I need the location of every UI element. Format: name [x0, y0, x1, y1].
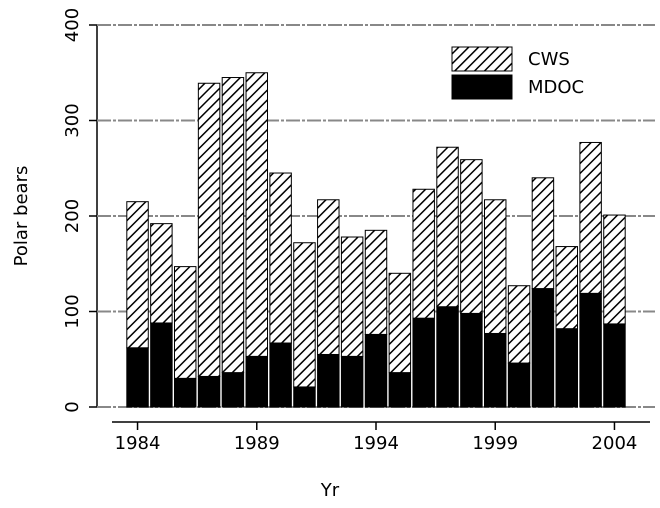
bar-segment [174, 377, 197, 408]
bar-segment [197, 82, 221, 377]
y-axis-label: Polar bears [11, 166, 32, 267]
bar-segment [340, 355, 364, 408]
bar-segment [293, 386, 316, 408]
bar-segment [555, 246, 578, 330]
bar-segment [412, 188, 435, 319]
bar-segment [293, 242, 316, 388]
bar-segment [412, 317, 435, 408]
bar-segment [197, 375, 221, 408]
y-tick-label: 400 [62, 8, 83, 42]
bar-segment [388, 272, 412, 374]
x-tick-label: 1989 [234, 433, 280, 454]
bar-segment [174, 266, 197, 379]
bar-segment [364, 229, 388, 335]
bar-segment [507, 285, 531, 364]
bar-segment [603, 323, 626, 408]
bar-segment [340, 236, 364, 357]
legend-swatch [451, 46, 513, 72]
y-tick-label: 300 [62, 103, 83, 137]
bar-segment [555, 328, 578, 408]
bar-segment [150, 223, 173, 324]
y-tick-label: 100 [62, 294, 83, 328]
bar-segment [269, 342, 292, 408]
bar-segment [126, 201, 149, 349]
bar-segment [317, 199, 340, 355]
bar-segment [388, 372, 412, 408]
bar-segment [245, 72, 269, 357]
x-tick-label: 2004 [592, 433, 638, 454]
bar-segment [531, 177, 555, 290]
bar-segment [221, 372, 245, 408]
y-tick-label: 200 [62, 199, 83, 233]
x-tick-label: 1984 [115, 433, 161, 454]
bar-segment [126, 347, 149, 408]
bar-segment [531, 288, 555, 408]
y-tick-label: 0 [62, 401, 83, 412]
legend-label: CWS [528, 49, 570, 70]
bar-segment [603, 214, 626, 325]
bar-segment [245, 355, 269, 408]
bar-segment [364, 333, 388, 408]
x-tick-label: 1994 [353, 433, 399, 454]
bar-segment [507, 362, 531, 408]
bar-segment [317, 353, 340, 408]
bar-segment [436, 306, 459, 408]
bar-segment [221, 77, 245, 374]
bar-segment [460, 159, 483, 314]
legend-swatch [451, 74, 513, 100]
x-tick-label: 1999 [472, 433, 518, 454]
bar-segment [579, 292, 602, 408]
legend-label: MDOC [528, 77, 584, 98]
bar-segment [484, 199, 507, 334]
bar-segment [150, 322, 173, 408]
bar-segment [579, 141, 602, 294]
bar-segment [436, 146, 459, 308]
bar-segment [460, 312, 483, 408]
bar-segment [484, 332, 507, 408]
x-axis-label: Yr [320, 480, 340, 501]
bar-segment [269, 172, 292, 344]
